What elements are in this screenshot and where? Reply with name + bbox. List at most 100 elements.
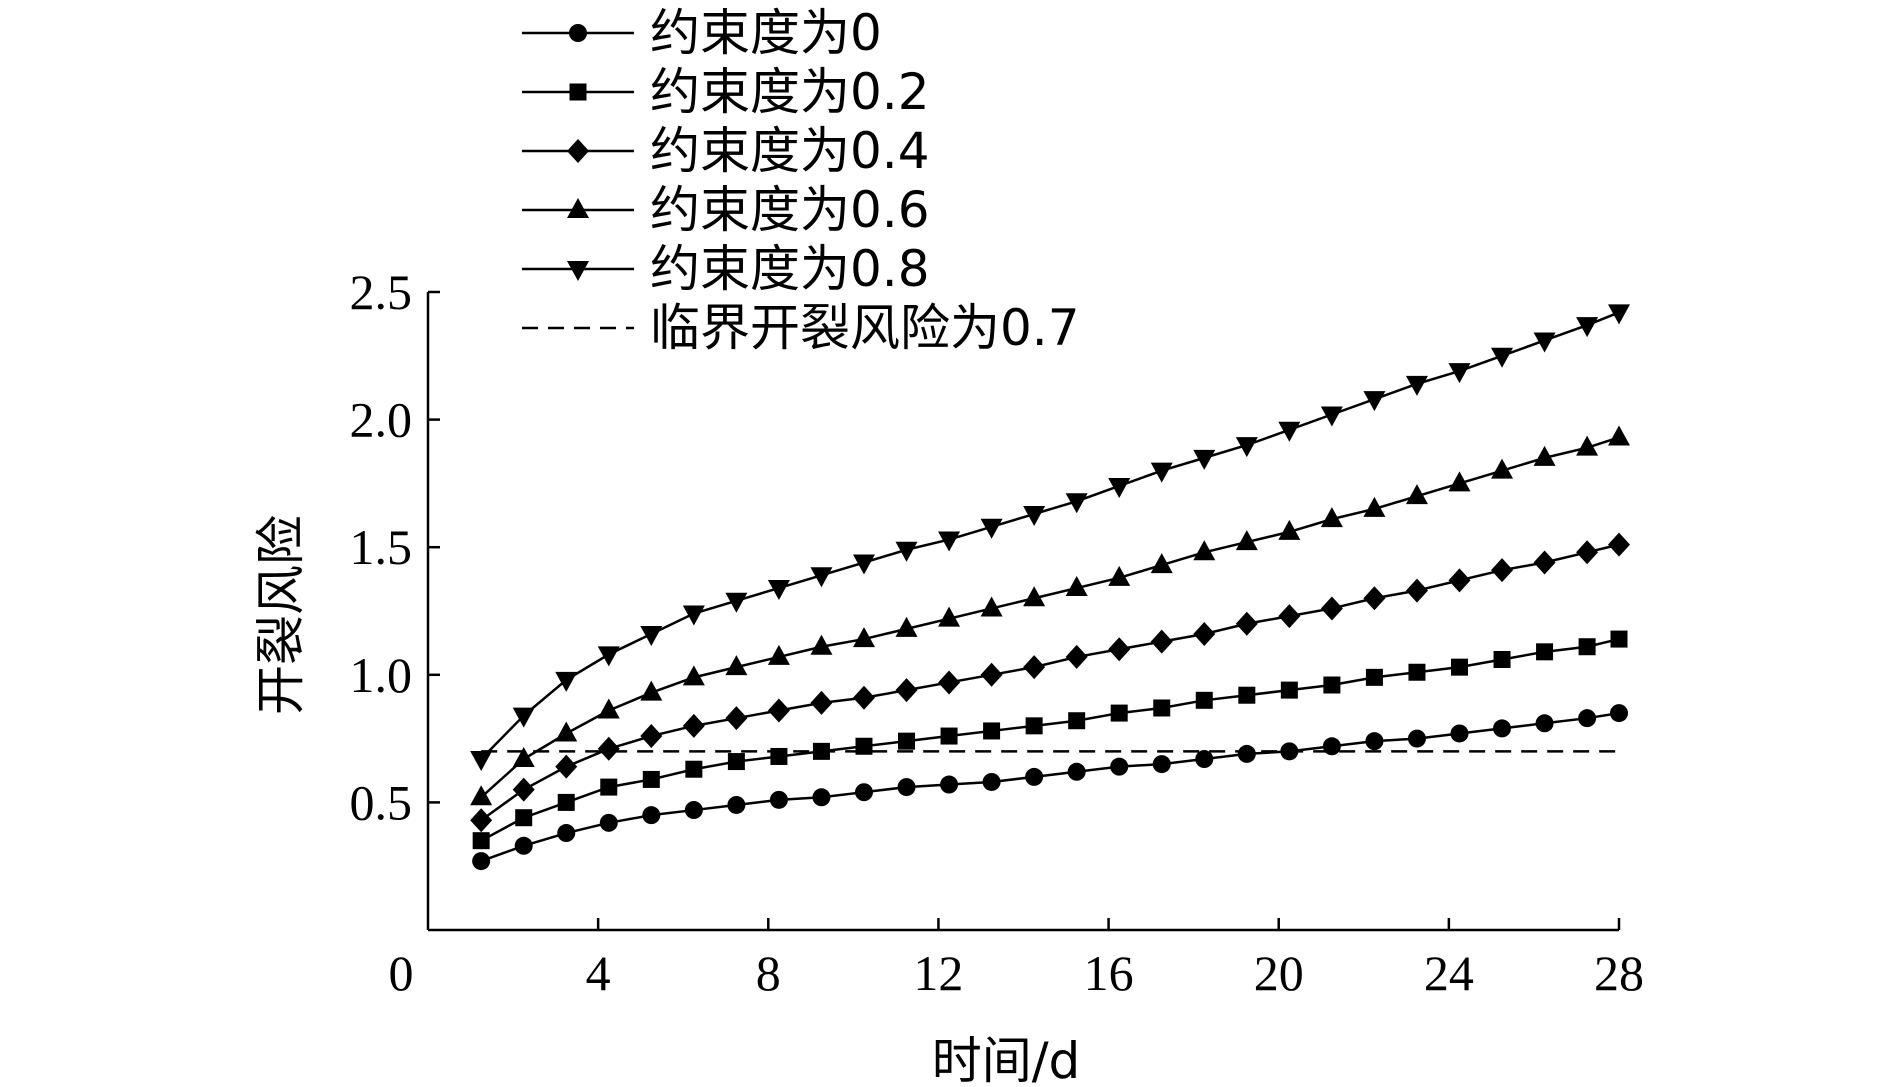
data-point: [682, 713, 705, 738]
data-point: [600, 778, 618, 796]
data-point: [1150, 462, 1173, 483]
data-point: [767, 580, 790, 601]
data-point: [1576, 435, 1599, 456]
data-point: [557, 793, 575, 811]
data-point: [1363, 496, 1386, 517]
data-point: [810, 567, 833, 588]
data-point: [1493, 719, 1512, 738]
legend-item: 约束度为0.6: [522, 181, 930, 239]
data-point: [1320, 507, 1343, 528]
data-point: [1576, 540, 1599, 565]
data-point: [1025, 717, 1043, 735]
axes: [426, 292, 1619, 932]
data-point: [1108, 637, 1131, 662]
data-point: [1450, 724, 1469, 743]
legend-label: 约束度为0: [650, 4, 882, 62]
data-point: [1363, 391, 1386, 412]
data-point: [1193, 621, 1216, 646]
data-point: [767, 698, 790, 723]
series-line: [480, 711, 1620, 863]
data-point: [640, 724, 663, 749]
data-point: [895, 541, 918, 562]
data-point: [1608, 425, 1630, 446]
data-point: [1153, 699, 1171, 717]
data-point: [642, 770, 660, 788]
x-tick-label: 16: [1084, 945, 1134, 1001]
data-point: [1023, 586, 1046, 607]
data-point: [642, 806, 661, 825]
data-point: [1025, 767, 1044, 786]
data-point: [1237, 744, 1256, 763]
data-point: [684, 801, 703, 820]
data-point: [470, 808, 493, 833]
x-tick-label: 20: [1254, 945, 1304, 1001]
x-tick-label: 4: [586, 945, 611, 1001]
legend: 约束度为0约束度为0.2约束度为0.4约束度为0.6约束度为0.8临界开裂风险为…: [522, 4, 1080, 357]
data-point: [1405, 375, 1428, 396]
data-point: [980, 596, 1003, 617]
series-0: [472, 704, 1628, 871]
x-tick-label: 0: [389, 945, 414, 1001]
data-point: [555, 721, 578, 742]
data-point: [599, 813, 618, 832]
data-point: [852, 685, 875, 710]
data-point: [1322, 737, 1341, 756]
data-point: [725, 706, 748, 731]
data-point: [852, 554, 875, 575]
data-point: [767, 644, 790, 665]
x-tick-label: 8: [756, 945, 781, 1001]
data-point: [725, 655, 748, 676]
data-point: [1448, 568, 1471, 593]
data-point: [1608, 304, 1630, 325]
data-point: [1450, 658, 1468, 676]
data-point: [895, 616, 918, 637]
data-point: [1110, 757, 1129, 776]
data-point: [1280, 742, 1299, 761]
legend-marker: [569, 83, 587, 101]
data-point: [1023, 655, 1046, 680]
y-tick-label: 2.5: [350, 264, 413, 320]
data-point: [515, 809, 533, 827]
data-point: [640, 680, 663, 701]
data-point: [1238, 686, 1256, 704]
data-point: [555, 671, 578, 692]
data-point: [1448, 471, 1471, 492]
data-point: [810, 690, 833, 715]
data-point: [1363, 586, 1386, 611]
y-tick-label: 1.5: [350, 519, 413, 575]
series-group: [470, 304, 1630, 871]
series-line: [480, 311, 1620, 760]
data-point: [812, 742, 830, 760]
data-point: [1533, 332, 1556, 353]
data-point: [982, 772, 1001, 791]
legend-label: 约束度为0.6: [650, 181, 930, 239]
data-point: [980, 518, 1003, 539]
data-point: [1365, 732, 1384, 751]
data-point: [472, 832, 490, 850]
data-point: [769, 790, 788, 809]
series-1: [472, 630, 1628, 850]
x-tick-label: 24: [1424, 945, 1474, 1001]
data-point: [472, 852, 491, 871]
data-point: [855, 737, 873, 755]
data-point: [727, 753, 745, 771]
data-point: [1278, 604, 1301, 629]
y-tick-label: 1.0: [350, 647, 413, 703]
data-point: [1068, 712, 1086, 730]
data-point: [1491, 458, 1514, 479]
data-point: [1065, 576, 1088, 597]
data-point: [512, 777, 535, 802]
series-line: [480, 637, 1620, 842]
series-3: [470, 425, 1630, 806]
data-point: [725, 592, 748, 613]
data-point: [1320, 596, 1343, 621]
series-4: [470, 304, 1630, 772]
data-point: [1493, 650, 1511, 668]
data-point: [557, 824, 576, 843]
x-axis-label: 时间/d: [932, 1032, 1081, 1087]
data-point: [682, 665, 705, 686]
legend-label: 临界开裂风险为0.7: [650, 299, 1080, 357]
y-tick-label: 0.5: [350, 774, 413, 830]
data-point: [1491, 347, 1514, 368]
data-point: [1023, 506, 1046, 527]
